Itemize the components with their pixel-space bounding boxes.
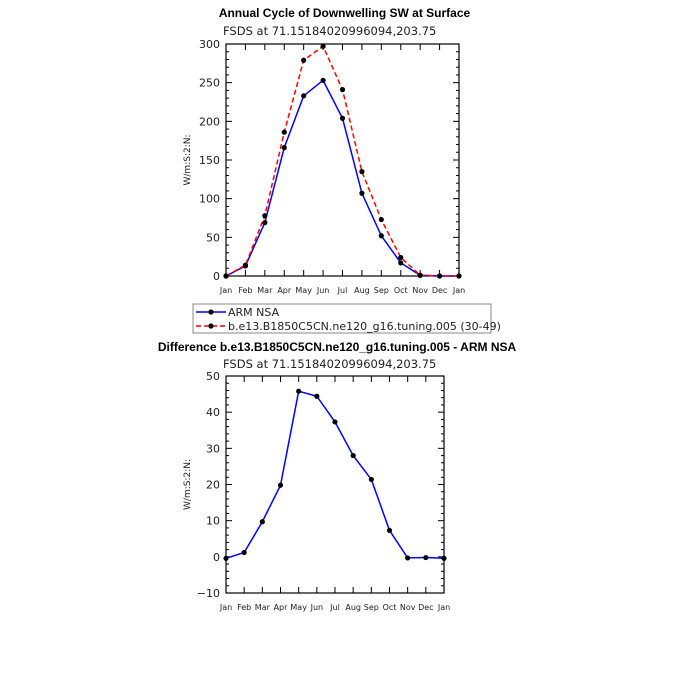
x-tick-label: Apr bbox=[274, 603, 289, 612]
data-point bbox=[277, 482, 284, 488]
chart-subtitle: FSDS at 71.15184020996094,203.75 bbox=[223, 357, 436, 371]
x-tick-label: Feb bbox=[237, 603, 251, 612]
y-axis-label: W/m:S:2:N: bbox=[183, 459, 193, 510]
data-point bbox=[339, 87, 346, 93]
data-point bbox=[398, 254, 404, 261]
data-point bbox=[259, 519, 265, 525]
data-point bbox=[359, 169, 365, 175]
data-point bbox=[314, 393, 320, 399]
data-point bbox=[296, 388, 302, 394]
data-point bbox=[398, 260, 404, 266]
data-point bbox=[241, 549, 247, 556]
chart-title: Difference b.e13.B1850C5CN.ne120_g16.tun… bbox=[158, 340, 517, 354]
x-tick-label: Jan bbox=[219, 286, 232, 295]
y-tick-label: 0 bbox=[213, 270, 220, 283]
x-tick-label: Aug bbox=[354, 286, 370, 295]
y-tick-label: 40 bbox=[206, 406, 220, 419]
data-point bbox=[223, 555, 229, 561]
x-tick-label: Oct bbox=[383, 603, 397, 612]
x-tick-label: Jun bbox=[310, 603, 324, 612]
data-point bbox=[350, 452, 356, 459]
y-tick-label: 50 bbox=[206, 231, 220, 244]
x-tick-label: Dec bbox=[432, 286, 447, 295]
x-tick-label: Jul bbox=[337, 286, 348, 295]
data-point bbox=[378, 216, 384, 223]
data-point bbox=[301, 57, 307, 63]
y-tick-label: 10 bbox=[206, 515, 220, 528]
x-tick-label: Dec bbox=[418, 603, 433, 612]
y-axis-label: W/m:S:2:N: bbox=[183, 135, 193, 186]
data-point bbox=[339, 115, 346, 121]
chart-panel-2: Difference b.e13.B1850C5CN.ne120_g16.tun… bbox=[158, 340, 517, 612]
data-point bbox=[386, 527, 393, 534]
data-point bbox=[456, 273, 462, 279]
y-tick-label: 250 bbox=[199, 77, 220, 90]
data-point bbox=[332, 419, 338, 425]
y-tick-label: 200 bbox=[199, 115, 220, 128]
data-point bbox=[242, 262, 249, 268]
y-tick-label: 100 bbox=[199, 193, 220, 206]
x-tick-label: May bbox=[295, 286, 312, 295]
data-point bbox=[423, 554, 429, 561]
x-tick-label: Sep bbox=[374, 286, 389, 295]
data-point bbox=[359, 190, 365, 196]
series-line-2 bbox=[225, 45, 459, 277]
x-tick-label: Apr bbox=[277, 286, 292, 295]
y-tick-label: 150 bbox=[199, 154, 220, 167]
x-tick-label: Oct bbox=[394, 286, 408, 295]
data-point bbox=[301, 93, 307, 99]
x-tick-label: Nov bbox=[400, 603, 416, 612]
x-tick-label: Feb bbox=[238, 286, 252, 295]
plot-frame bbox=[225, 43, 460, 277]
series-line-1 bbox=[225, 390, 445, 560]
legend-swatch-marker bbox=[208, 309, 214, 315]
data-point bbox=[223, 273, 229, 279]
data-point bbox=[441, 555, 447, 561]
y-tick-label: 0 bbox=[213, 551, 220, 564]
x-tick-label: Sep bbox=[364, 603, 379, 612]
x-tick-label: Jul bbox=[329, 603, 340, 612]
x-tick-label: Jan bbox=[452, 286, 465, 295]
data-point bbox=[262, 213, 268, 219]
legend-label: ARM NSA bbox=[228, 306, 280, 319]
y-tick-label: 20 bbox=[206, 479, 220, 492]
chart-subtitle: FSDS at 71.15184020996094,203.75 bbox=[223, 24, 436, 38]
x-tick-label: Aug bbox=[345, 603, 361, 612]
x-tick-label: Jan bbox=[219, 603, 232, 612]
data-point bbox=[405, 555, 411, 561]
series-line-1 bbox=[225, 79, 459, 277]
legend-label: b.e13.B1850C5CN.ne120_g16.tuning.005 (30… bbox=[228, 320, 501, 333]
x-tick-label: May bbox=[290, 603, 307, 612]
x-tick-label: Jun bbox=[316, 286, 330, 295]
chart-panel-1: Annual Cycle of Downwelling SW at Surfac… bbox=[183, 6, 501, 334]
y-tick-label: 300 bbox=[199, 38, 220, 51]
data-point bbox=[436, 273, 443, 279]
chart-title: Annual Cycle of Downwelling SW at Surfac… bbox=[219, 6, 471, 20]
x-tick-label: Mar bbox=[255, 603, 271, 612]
y-tick-label: 50 bbox=[206, 370, 220, 383]
plot-frame bbox=[225, 375, 445, 594]
data-point bbox=[368, 476, 374, 483]
y-tick-label: 30 bbox=[206, 442, 220, 455]
data-point bbox=[281, 145, 287, 151]
data-point bbox=[281, 129, 287, 135]
x-tick-label: Jan bbox=[437, 603, 450, 612]
x-tick-label: Mar bbox=[257, 286, 273, 295]
legend: ARM NSAb.e13.B1850C5CN.ne120_g16.tuning.… bbox=[192, 303, 501, 334]
data-point bbox=[378, 233, 384, 239]
x-tick-label: Nov bbox=[412, 286, 428, 295]
data-point bbox=[262, 220, 268, 226]
data-point bbox=[417, 272, 423, 278]
data-point bbox=[320, 77, 326, 83]
legend-box bbox=[192, 303, 492, 334]
legend-swatch-marker bbox=[208, 323, 214, 329]
data-point bbox=[320, 43, 326, 49]
y-tick-label: −10 bbox=[197, 587, 220, 600]
